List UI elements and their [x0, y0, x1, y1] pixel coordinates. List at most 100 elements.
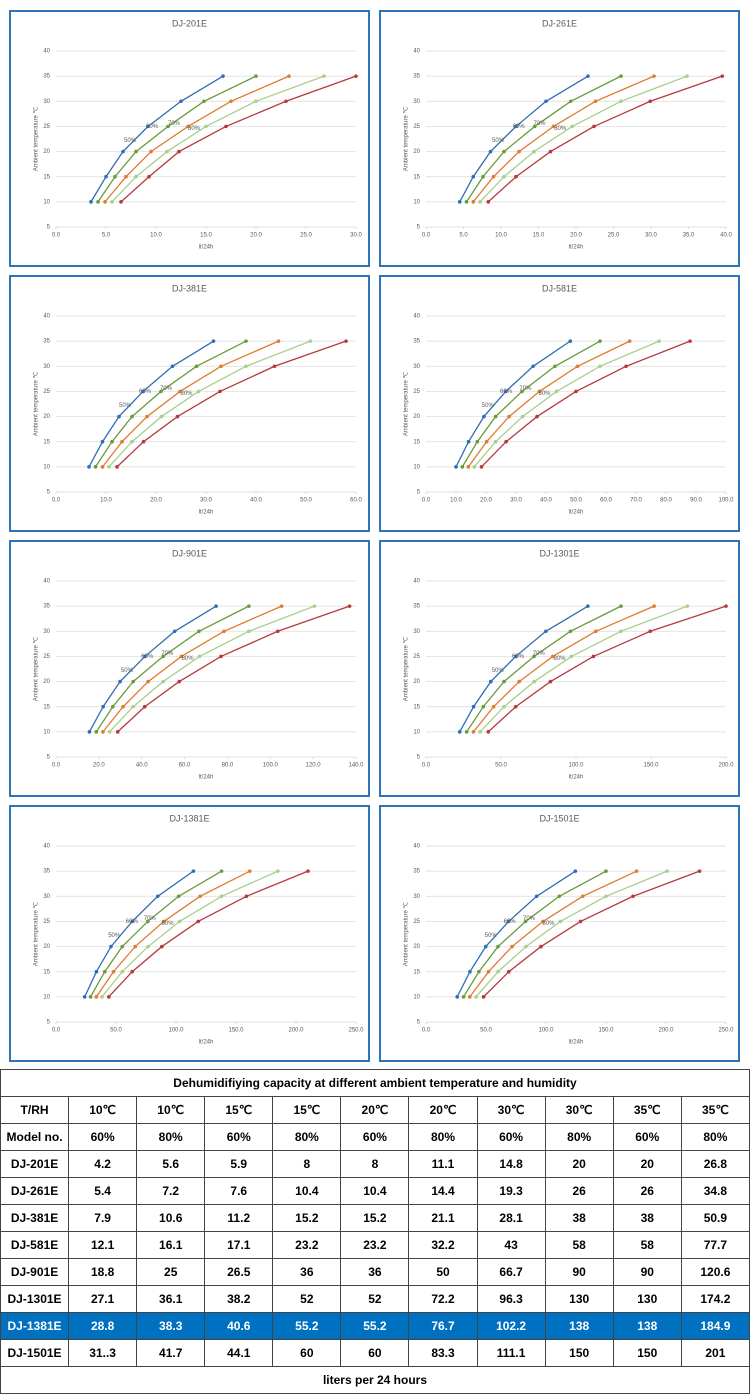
series-line — [101, 340, 279, 468]
table-cell: 38.2 — [204, 1285, 274, 1313]
data-point — [197, 654, 202, 659]
table-cell: DJ-261E — [0, 1177, 70, 1205]
series-line — [90, 75, 224, 203]
series-line — [472, 75, 655, 203]
data-point — [593, 99, 598, 104]
table-cell: 28.8 — [68, 1312, 138, 1340]
data-point — [466, 465, 471, 469]
table-cell: 36.1 — [136, 1285, 206, 1313]
data-point — [141, 389, 145, 394]
x-tick-label: 140.0 — [348, 763, 364, 769]
data-point — [514, 174, 518, 179]
y-tick-label: 30 — [43, 894, 50, 900]
data-point — [121, 704, 125, 709]
data-point — [119, 200, 123, 204]
series-label: 50% — [119, 403, 132, 409]
data-point — [118, 679, 122, 684]
x-tick-label: 5.0 — [102, 233, 111, 239]
data-point — [532, 654, 536, 659]
data-point — [627, 339, 632, 343]
y-tick-label: 15 — [43, 704, 50, 710]
data-row: DJ-1301E 27.1 36.1 38.2 52 52 72.2 96.3 130 130 17… — [0, 1285, 750, 1313]
data-point — [544, 99, 548, 104]
x-tick-label: 150.0 — [228, 1028, 244, 1034]
y-tick-label: 10 — [413, 199, 420, 205]
y-tick-label: 25 — [413, 654, 420, 660]
y-tick-label: 15 — [413, 704, 420, 710]
data-point — [219, 364, 223, 369]
data-point — [159, 414, 164, 419]
data-point — [109, 944, 113, 949]
data-point — [652, 604, 656, 608]
y-tick-label: 15 — [43, 174, 50, 180]
y-tick-label: 20 — [413, 679, 420, 685]
chart-title: DJ-901E — [172, 548, 207, 558]
data-point — [466, 439, 471, 444]
table-cell: 17.1 — [204, 1231, 274, 1259]
data-point — [457, 200, 462, 204]
data-point — [146, 679, 150, 684]
table-cell: 150 — [544, 1339, 614, 1367]
table-cell: 77.7 — [680, 1231, 750, 1259]
y-tick-label: 30 — [413, 629, 420, 635]
data-point — [493, 414, 498, 419]
data-point — [489, 679, 493, 684]
series-line — [111, 75, 325, 203]
series-label: 80% — [539, 391, 552, 397]
data-point — [272, 364, 277, 369]
table-cell: 52 — [340, 1285, 410, 1313]
data-point — [117, 414, 121, 419]
data-point — [493, 439, 498, 444]
data-point — [344, 339, 348, 343]
data-point — [194, 364, 199, 369]
data-point — [177, 679, 182, 684]
x-tick-label: 0.0 — [422, 233, 431, 239]
data-point — [496, 944, 500, 949]
data-point — [575, 364, 580, 369]
x-tick-label: 10.0 — [450, 498, 462, 504]
data-point — [457, 730, 462, 734]
table-cell: 7.6 — [204, 1177, 274, 1205]
y-axis-label: Ambient temperature ℃ — [404, 902, 410, 967]
x-axis-label: lt/24h — [199, 510, 214, 516]
data-point — [532, 124, 537, 129]
x-tick-label: 40.0 — [540, 498, 552, 504]
x-tick-label: 5.0 — [459, 233, 468, 239]
table-cell: 25 — [136, 1258, 206, 1286]
x-tick-label: 50.0 — [110, 1028, 122, 1034]
y-tick-label: 35 — [413, 339, 420, 345]
data-row: DJ-381E 7.9 10.6 11.2 15.2 15.2 21.1 28.1 38 38 50… — [0, 1204, 750, 1232]
data-point — [134, 149, 138, 154]
y-tick-label: 15 — [413, 439, 420, 445]
x-axis-label: lt/24h — [569, 775, 584, 781]
data-point — [94, 730, 99, 734]
series-line — [88, 605, 217, 733]
table-cell: 90 — [612, 1258, 682, 1286]
x-tick-label: 150.0 — [598, 1028, 614, 1034]
data-point — [204, 124, 208, 129]
series-line — [456, 870, 576, 998]
data-point — [598, 339, 602, 343]
data-point — [87, 730, 92, 734]
data-point — [537, 389, 542, 394]
data-point — [513, 654, 518, 659]
header-row: T/RH 10℃ 10℃ 15℃ 15℃ 20℃ 20℃ 30℃ 30℃ 35℃ 35℃ — [0, 1096, 750, 1124]
data-point — [481, 704, 486, 709]
series-label: 60% — [500, 389, 513, 395]
y-tick-label: 5 — [47, 490, 51, 496]
data-point — [502, 679, 506, 684]
y-tick-label: 35 — [43, 74, 50, 80]
panel-border — [379, 805, 740, 1062]
data-point — [229, 99, 233, 104]
x-tick-label: 200.0 — [288, 1028, 304, 1034]
table-cell: 130 — [612, 1285, 682, 1313]
table-cell: 38.3 — [136, 1312, 206, 1340]
y-axis-label: Ambient temperature ℃ — [34, 902, 40, 967]
data-point — [308, 339, 313, 343]
y-tick-label: 10 — [43, 994, 50, 1000]
data-point — [604, 869, 608, 873]
data-point — [121, 149, 125, 154]
data-point — [474, 995, 478, 999]
data-point — [131, 679, 135, 684]
data-point — [130, 919, 134, 924]
